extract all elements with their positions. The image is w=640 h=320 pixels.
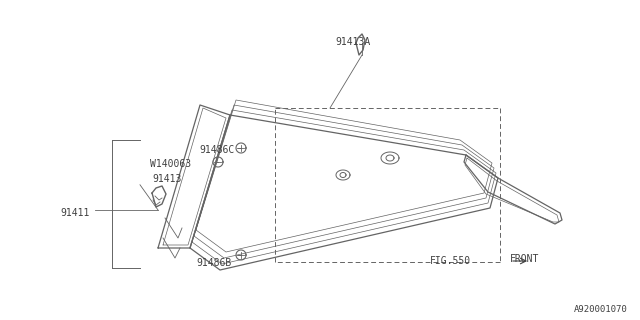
Text: 91413A: 91413A: [335, 37, 371, 47]
Text: 91486B: 91486B: [196, 258, 231, 268]
Text: W140063: W140063: [150, 159, 191, 169]
Text: FRONT: FRONT: [510, 254, 540, 264]
Text: 91486C: 91486C: [199, 145, 234, 155]
Text: 91413: 91413: [152, 174, 181, 184]
Text: A920001070: A920001070: [574, 305, 628, 314]
Text: 91411: 91411: [60, 208, 90, 218]
Text: FIG.550: FIG.550: [430, 256, 471, 266]
